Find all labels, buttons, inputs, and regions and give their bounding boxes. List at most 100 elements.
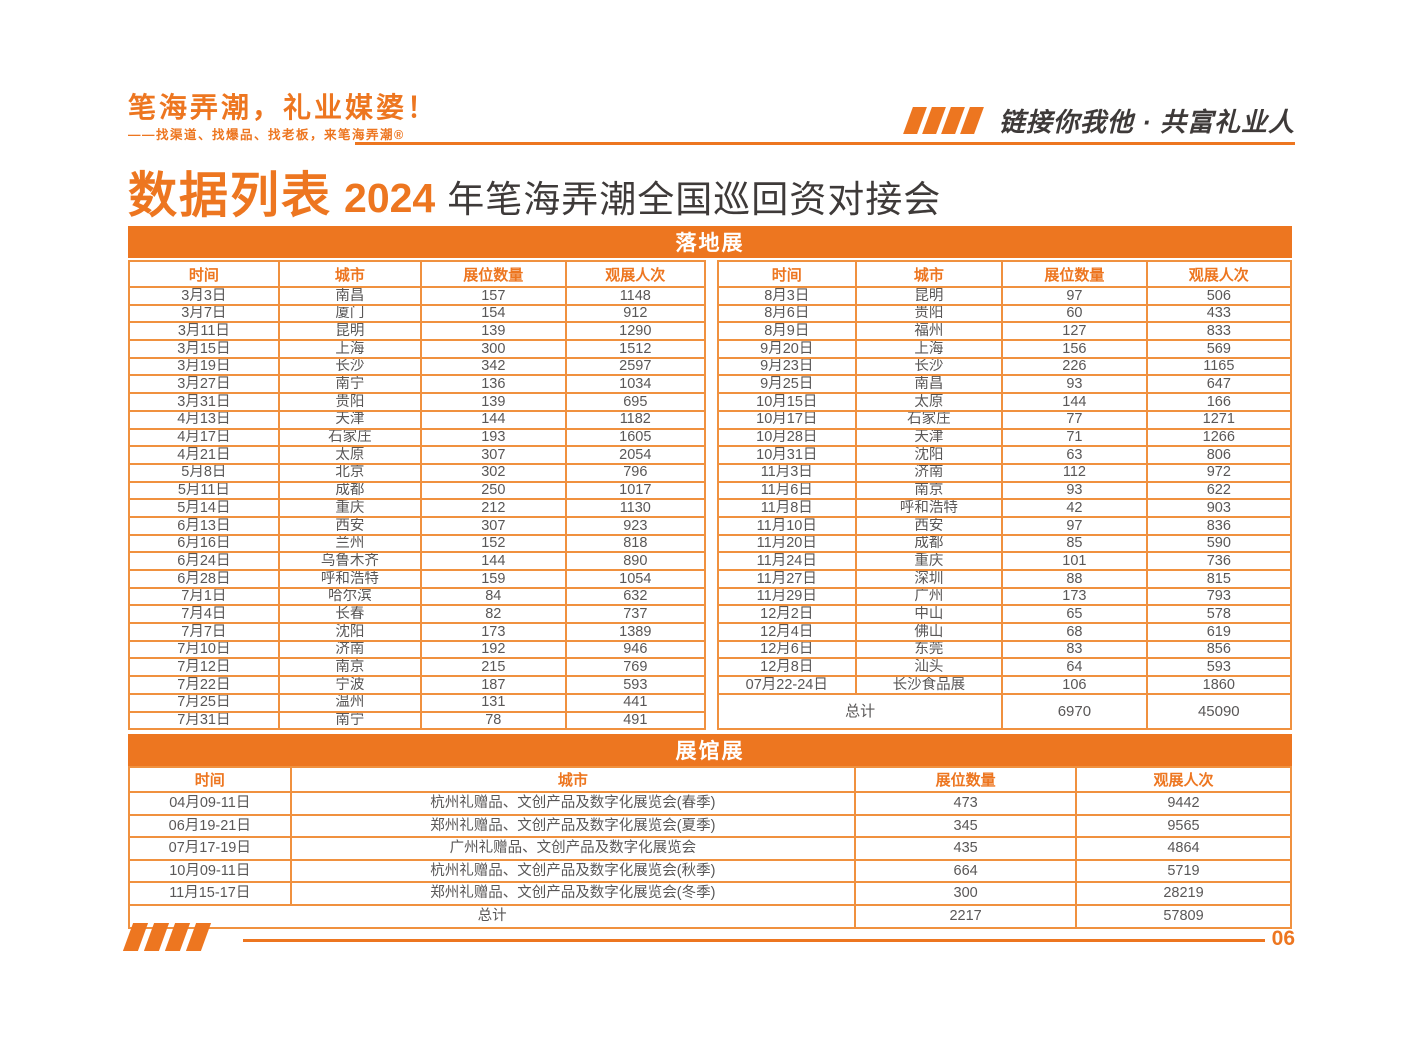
table-cell: 佛山 — [854, 622, 1004, 642]
table-row: 11月27日 深圳 88 815 — [717, 569, 1293, 589]
table-cell: 重庆 — [854, 551, 1004, 571]
table-cell: 杭州礼赠品、文创产品及数字化展览会(春季) — [289, 791, 857, 816]
table-row: 7月12日 南京 215 769 — [128, 657, 707, 678]
table-cell: 7月31日 — [128, 710, 280, 731]
landing-table-right: 时间 城市 展位数量 观展人次 8月3日 昆明 97 506 8月6日 贵阳 60 433 8月… — [716, 260, 1293, 731]
table-cell: 622 — [1145, 480, 1293, 501]
table-row: 4月17日 石家庄 193 1605 — [128, 427, 707, 448]
table-cell: 131 — [420, 692, 567, 713]
table-cell: 6月13日 — [128, 515, 280, 536]
table-cell: 71 — [1001, 427, 1148, 448]
table-cell: 5719 — [1075, 858, 1292, 884]
table-cell: 7月4日 — [128, 604, 280, 625]
table-row: 04月09-11日 杭州礼赠品、文创产品及数字化展览会(春季) 473 9442 — [128, 791, 1292, 816]
table-row: 12月6日 东莞 83 856 — [717, 639, 1293, 660]
table-cell: 12月6日 — [717, 639, 857, 660]
table-cell: 西安 — [854, 515, 1004, 536]
table-cell: 7月12日 — [128, 657, 280, 678]
table-cell: 64 — [1001, 657, 1148, 678]
table-row: 11月24日 重庆 101 736 — [717, 551, 1293, 571]
table-row: 10月15日 太原 144 166 — [717, 392, 1293, 412]
table-cell: 1290 — [564, 321, 707, 342]
slashes-icon — [902, 107, 984, 134]
table-row: 7月25日 温州 131 441 — [128, 692, 707, 713]
table-cell: 473 — [854, 791, 1077, 816]
table-cell: 沈阳 — [854, 445, 1004, 465]
header-slogan: 链接你我他 · 共富礼业人 — [998, 107, 1295, 137]
table-cell: 太原 — [854, 392, 1004, 412]
table-cell: 南京 — [854, 480, 1004, 501]
table-cell: 1165 — [1145, 356, 1293, 377]
table-row: 8月3日 昆明 97 506 — [717, 286, 1293, 306]
header-right: 链接你我他 · 共富礼业人 — [902, 102, 1295, 139]
column-header-time: 时间 — [128, 766, 292, 793]
table-cell: 福州 — [854, 321, 1004, 342]
table-row: 11月10日 西安 97 836 — [717, 515, 1293, 536]
table-row: 11月15-17日 郑州礼赠品、文创产品及数字化展览会(冬季) 300 28219 — [128, 881, 1292, 906]
table-cell: 97 — [1001, 286, 1148, 306]
table-row: 9月25日 南昌 93 647 — [717, 374, 1293, 395]
table-row: 3月11日 昆明 139 1290 — [128, 321, 707, 342]
table-cell: 8月3日 — [717, 286, 857, 306]
table-cell: 3月7日 — [128, 303, 280, 324]
table-cell: 63 — [1001, 445, 1148, 465]
table-row: 6月24日 乌鲁木齐 144 890 — [128, 551, 707, 571]
table-cell: 1271 — [1145, 409, 1293, 430]
table-cell: 北京 — [277, 462, 423, 483]
table-cell: 578 — [1145, 604, 1293, 625]
table-cell: 903 — [1145, 498, 1293, 518]
table-cell: 93 — [1001, 374, 1148, 395]
table-row: 3月3日 南昌 157 1148 — [128, 286, 707, 306]
table-cell: 85 — [1001, 533, 1148, 554]
table-cell: 136 — [420, 374, 567, 395]
table-cell: 南京 — [277, 657, 423, 678]
table-header-row: 时间 城市 展位数量 观展人次 — [717, 260, 1293, 288]
table-cell: 4864 — [1075, 836, 1292, 861]
table-cell: 793 — [1145, 586, 1293, 607]
table-cell: 长沙 — [277, 356, 423, 377]
table-cell: 11月15-17日 — [128, 881, 292, 906]
table-cell: 11月6日 — [717, 480, 857, 501]
logo-subtitle: ——找渠道、找爆品、找老板，来笔海弄潮® — [128, 128, 405, 142]
total-label: 总计 — [716, 692, 1004, 731]
table-cell: 济南 — [854, 462, 1004, 483]
table-row: 07月17-19日 广州礼赠品、文创产品及数字化展览会 435 4864 — [128, 836, 1292, 861]
table-cell: 84 — [420, 586, 567, 607]
table-cell: 83 — [1001, 639, 1148, 660]
table-cell: 乌鲁木齐 — [277, 551, 423, 571]
table-row: 10月17日 石家庄 77 1271 — [717, 409, 1293, 430]
table-cell: 12月2日 — [717, 604, 857, 625]
table-cell: 长春 — [277, 604, 423, 625]
table-cell: 593 — [564, 675, 707, 695]
table-cell: 中山 — [854, 604, 1004, 625]
table-row: 6月28日 呼和浩特 159 1054 — [128, 569, 707, 589]
table-cell: 成都 — [277, 480, 423, 501]
table-cell: 144 — [420, 409, 567, 430]
column-header-visitors: 观展人次 — [564, 260, 707, 288]
table-row: 9月20日 上海 156 569 — [717, 339, 1293, 359]
table-cell: 1860 — [1145, 675, 1293, 695]
section-banner-hall: 展馆展 — [128, 734, 1292, 766]
table-cell: 68 — [1001, 622, 1148, 642]
page-title-year: 2024 — [344, 175, 436, 221]
total-visitors: 57809 — [1075, 903, 1292, 929]
table-row: 7月4日 长春 82 737 — [128, 604, 707, 625]
table-cell: 1148 — [564, 286, 707, 306]
table-row: 6月13日 西安 307 923 — [128, 515, 707, 536]
table-cell: 28219 — [1075, 881, 1292, 906]
table-cell: 宁波 — [277, 675, 423, 695]
table-cell: 7月7日 — [128, 622, 280, 642]
table-cell: 82 — [420, 604, 567, 625]
table-cell: 139 — [420, 392, 567, 412]
table-cell: 长沙食品展 — [854, 675, 1004, 695]
table-row: 12月4日 佛山 68 619 — [717, 622, 1293, 642]
table-cell: 345 — [854, 813, 1077, 839]
table-cell: 5月14日 — [128, 498, 280, 518]
section-banner-landing: 落地展 — [128, 226, 1292, 258]
table-cell: 127 — [1001, 321, 1148, 342]
table-cell: 106 — [1001, 675, 1148, 695]
table-row: 11月8日 呼和浩特 42 903 — [717, 498, 1293, 518]
table-row: 3月7日 厦门 154 912 — [128, 303, 707, 324]
table-row: 10月31日 沈阳 63 806 — [717, 445, 1293, 465]
column-header-visitors: 观展人次 — [1075, 766, 1292, 793]
